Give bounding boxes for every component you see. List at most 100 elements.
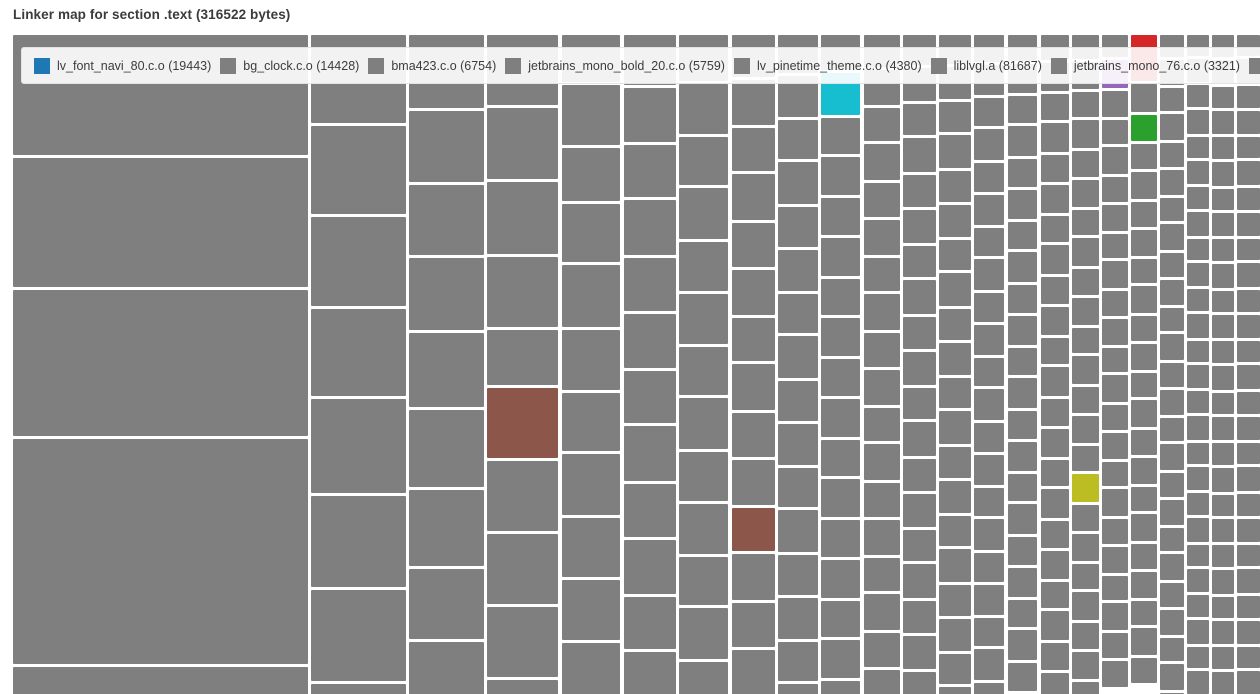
- treemap-cell[interactable]: [1212, 495, 1234, 516]
- treemap-cell[interactable]: [1041, 611, 1069, 640]
- treemap-cell[interactable]: [732, 603, 775, 647]
- treemap-cell[interactable]: [864, 408, 900, 441]
- treemap-cell[interactable]: [1212, 137, 1234, 159]
- treemap-cell[interactable]: [1072, 210, 1099, 235]
- treemap-cell[interactable]: [1212, 315, 1234, 338]
- treemap-cell[interactable]: [821, 399, 860, 437]
- treemap-cell[interactable]: [1072, 592, 1099, 620]
- treemap-cell[interactable]: [562, 85, 620, 145]
- treemap-cell-highlighted[interactable]: [1072, 474, 1099, 502]
- treemap-cell[interactable]: [1131, 373, 1157, 397]
- treemap-cell[interactable]: [974, 259, 1004, 290]
- treemap-cell[interactable]: [1212, 162, 1234, 186]
- treemap-cell[interactable]: [1212, 597, 1234, 618]
- treemap-cell[interactable]: [939, 135, 971, 168]
- treemap-cell[interactable]: [1131, 202, 1157, 227]
- treemap-cell[interactable]: [1072, 151, 1099, 177]
- treemap-cell[interactable]: [903, 564, 936, 598]
- treemap-cell[interactable]: [864, 633, 900, 667]
- treemap-cell[interactable]: [1131, 286, 1157, 313]
- treemap-cell[interactable]: [974, 553, 1004, 582]
- treemap-cell[interactable]: [1102, 234, 1128, 258]
- treemap-cell[interactable]: [1072, 682, 1099, 694]
- treemap-cell[interactable]: [1212, 468, 1234, 492]
- treemap-cell[interactable]: [1237, 392, 1260, 414]
- treemap-cell[interactable]: [1102, 319, 1128, 345]
- treemap-cell[interactable]: [1008, 126, 1037, 156]
- treemap-cell[interactable]: [1160, 664, 1184, 690]
- treemap-cell[interactable]: [974, 195, 1004, 225]
- treemap-cell[interactable]: [778, 468, 818, 507]
- treemap-cell[interactable]: [778, 642, 818, 681]
- treemap-cell[interactable]: [939, 171, 971, 202]
- treemap-cell[interactable]: [1160, 390, 1184, 415]
- treemap-cell[interactable]: [1072, 328, 1099, 353]
- treemap-cell[interactable]: [732, 460, 775, 505]
- treemap-cell[interactable]: [1102, 433, 1128, 459]
- treemap-cell[interactable]: [311, 217, 406, 306]
- treemap-cell[interactable]: [939, 309, 971, 340]
- treemap-cell[interactable]: [1041, 277, 1069, 304]
- treemap-cell[interactable]: [1102, 661, 1128, 687]
- treemap-cell[interactable]: [1212, 291, 1234, 312]
- treemap-cell[interactable]: [1187, 187, 1209, 209]
- treemap-cell[interactable]: [778, 250, 818, 291]
- treemap-cell[interactable]: [1160, 88, 1184, 111]
- treemap-cell[interactable]: [903, 317, 936, 349]
- treemap-cell[interactable]: [732, 318, 775, 361]
- treemap-cell[interactable]: [1237, 467, 1260, 491]
- treemap-cell[interactable]: [1237, 417, 1260, 440]
- treemap-cell[interactable]: [1212, 111, 1234, 134]
- treemap-cell[interactable]: [1041, 399, 1069, 426]
- treemap-cell[interactable]: [864, 183, 900, 217]
- treemap-cell[interactable]: [1041, 307, 1069, 335]
- treemap-cell[interactable]: [1187, 263, 1209, 286]
- treemap-cell[interactable]: [1102, 519, 1128, 544]
- treemap-cell[interactable]: [974, 455, 1004, 485]
- treemap-cell[interactable]: [974, 98, 1004, 126]
- treemap-cell[interactable]: [778, 381, 818, 421]
- treemap-cell[interactable]: [1187, 467, 1209, 490]
- treemap-cell[interactable]: [409, 185, 484, 255]
- treemap-cell[interactable]: [679, 504, 728, 554]
- treemap-cell[interactable]: [1160, 198, 1184, 221]
- treemap-cell[interactable]: [1160, 224, 1184, 250]
- treemap-cell[interactable]: [487, 607, 558, 677]
- treemap-cell[interactable]: [821, 118, 860, 154]
- treemap-cell[interactable]: [939, 343, 971, 375]
- treemap-cell[interactable]: [939, 102, 971, 132]
- treemap-cell[interactable]: [624, 145, 676, 197]
- treemap-cell[interactable]: [903, 138, 936, 172]
- treemap-cell[interactable]: [903, 246, 936, 277]
- treemap-cell[interactable]: [1008, 630, 1037, 660]
- treemap-cell[interactable]: [821, 238, 860, 276]
- treemap-cell[interactable]: [1102, 375, 1128, 402]
- treemap-cell[interactable]: [1187, 85, 1209, 107]
- treemap-cell[interactable]: [679, 452, 728, 501]
- treemap-cell[interactable]: [679, 608, 728, 659]
- treemap-cell[interactable]: [939, 585, 971, 616]
- treemap-cell[interactable]: [1041, 216, 1069, 242]
- treemap-cell[interactable]: [409, 490, 484, 566]
- treemap-cell[interactable]: [1237, 213, 1260, 236]
- treemap-cell[interactable]: [409, 333, 484, 407]
- treemap-cell[interactable]: [1212, 239, 1234, 261]
- treemap-cell[interactable]: [1187, 391, 1209, 413]
- treemap-cell[interactable]: [974, 585, 1004, 615]
- treemap-cell[interactable]: [939, 654, 971, 684]
- treemap-cell[interactable]: [1008, 316, 1037, 345]
- treemap-cell[interactable]: [1041, 123, 1069, 152]
- treemap-cell[interactable]: [1237, 621, 1260, 644]
- treemap-cell[interactable]: [1072, 298, 1099, 325]
- treemap-cell[interactable]: [1160, 500, 1184, 525]
- treemap-cell[interactable]: [1187, 416, 1209, 440]
- treemap-cell[interactable]: [624, 484, 676, 537]
- treemap-cell[interactable]: [1072, 238, 1099, 266]
- treemap-cell[interactable]: [1072, 534, 1099, 561]
- treemap-cell[interactable]: [1072, 652, 1099, 679]
- treemap-cell[interactable]: [624, 88, 676, 142]
- treemap-cell[interactable]: [732, 364, 775, 410]
- treemap-cell[interactable]: [1008, 568, 1037, 597]
- treemap-cell[interactable]: [1212, 647, 1234, 669]
- treemap-cell[interactable]: [1187, 493, 1209, 515]
